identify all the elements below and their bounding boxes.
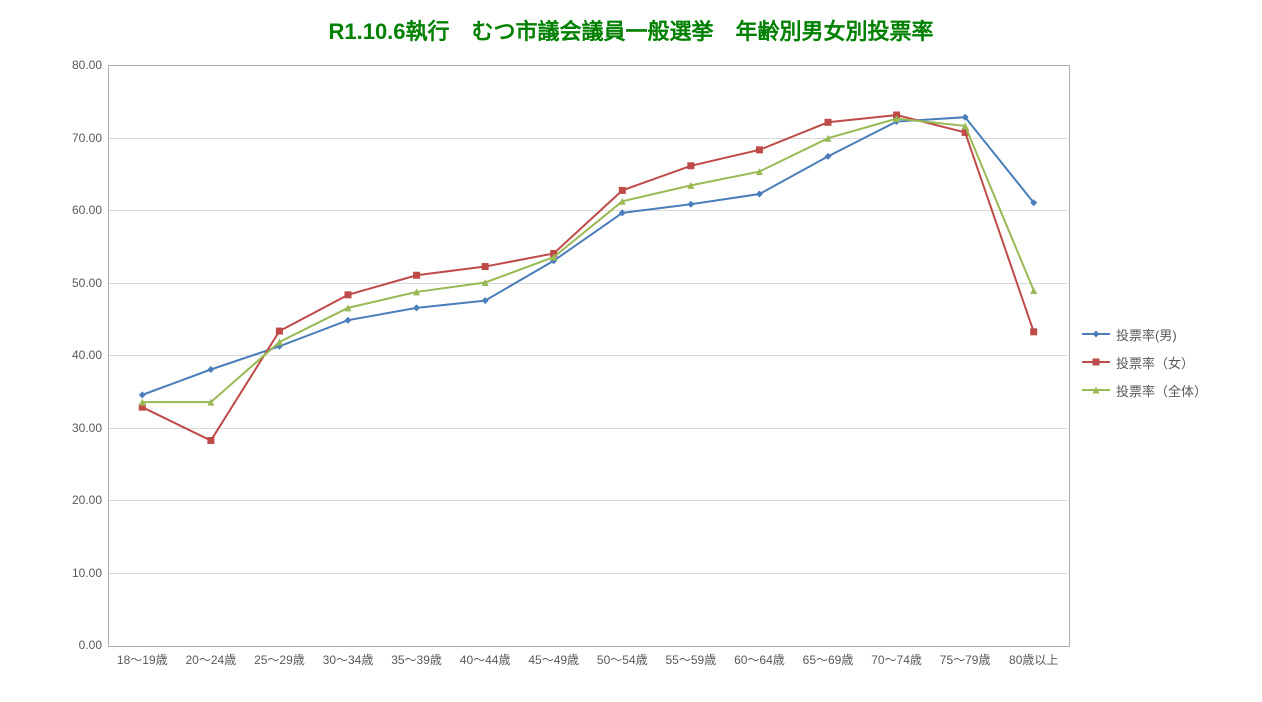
plot-area <box>60 55 1088 665</box>
legend-label: 投票率(男) <box>1116 325 1177 344</box>
series-marker <box>413 304 420 311</box>
series-marker <box>825 119 832 126</box>
legend-line-icon <box>1082 389 1110 391</box>
legend: 投票率(男) 投票率（女） 投票率（全体） <box>1082 325 1207 409</box>
series-marker <box>1030 287 1037 294</box>
series-line <box>142 115 1033 441</box>
legend-label: 投票率（女） <box>1116 353 1194 372</box>
series-marker <box>276 338 283 345</box>
series-marker <box>207 366 214 373</box>
series-marker <box>1030 328 1037 335</box>
series-marker <box>345 291 352 298</box>
legend-line-icon <box>1082 361 1110 363</box>
chart-title: R1.10.6執行 むつ市議会議員一般選挙 年齢別男女別投票率 <box>0 14 1262 46</box>
series-marker <box>345 317 352 324</box>
legend-item: 投票率（全体） <box>1082 381 1207 399</box>
chart-container: 0.0010.0020.0030.0040.0050.0060.0070.008… <box>60 55 1240 675</box>
series-marker <box>687 201 694 208</box>
legend-item: 投票率（女） <box>1082 353 1207 371</box>
series-marker <box>413 272 420 279</box>
series-marker <box>139 391 146 398</box>
series-line <box>142 119 1033 402</box>
series-line <box>142 117 1033 395</box>
legend-line-icon <box>1082 333 1110 335</box>
series-marker <box>619 187 626 194</box>
legend-item: 投票率(男) <box>1082 325 1207 343</box>
series-marker <box>276 328 283 335</box>
series-marker <box>207 437 214 444</box>
series-marker <box>756 146 763 153</box>
legend-label: 投票率（全体） <box>1116 381 1207 400</box>
series-marker <box>482 263 489 270</box>
series-marker <box>687 162 694 169</box>
